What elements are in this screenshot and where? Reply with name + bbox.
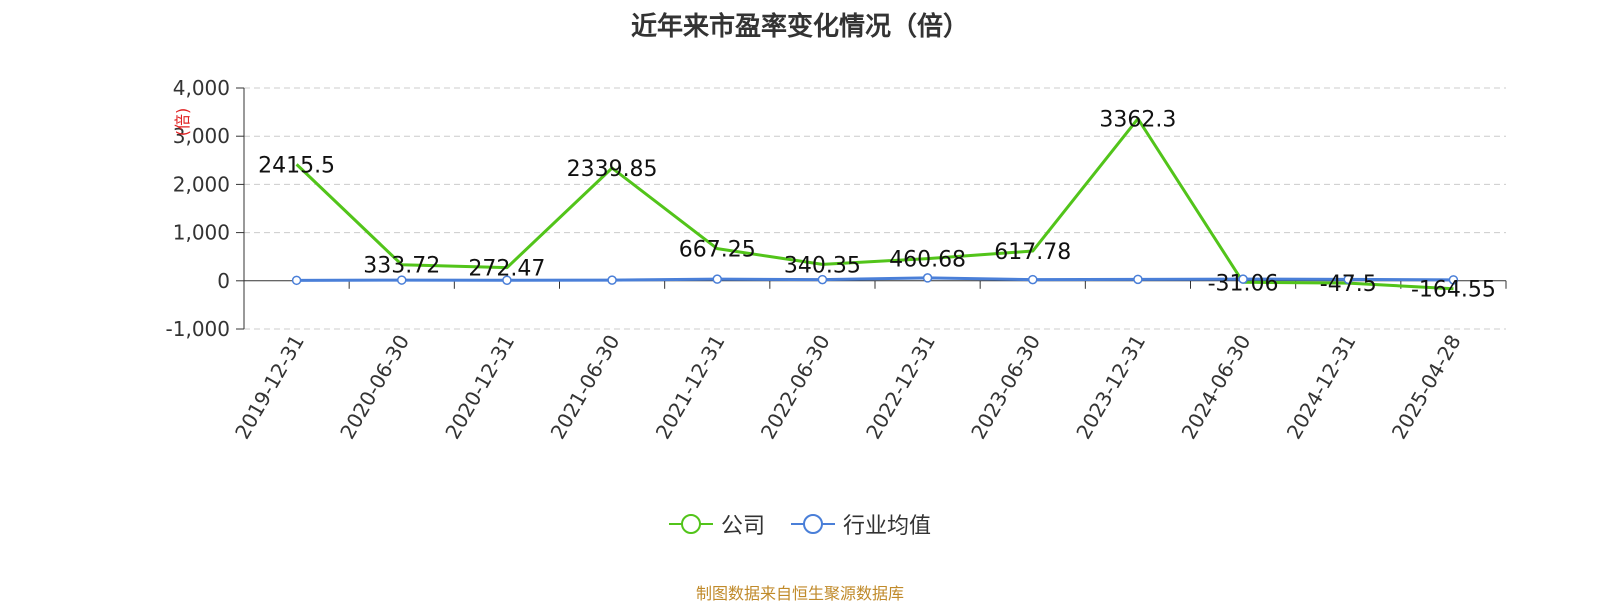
y-tick-label: 0 [217, 269, 230, 293]
x-tick-label: 2024-06-30 [1177, 331, 1256, 444]
series-line-industry-average [296, 276, 1454, 282]
y-axis-label: (倍) [173, 108, 192, 137]
series-point-industry-average [607, 275, 617, 285]
chart-title: 近年来市盈率变化情况（倍） [630, 12, 969, 42]
data-label: 2415.5 [258, 153, 335, 178]
x-tick-label: 2022-06-30 [756, 331, 835, 444]
x-tick-label: 2025-04-28 [1387, 331, 1466, 444]
data-label: 460.68 [889, 248, 966, 273]
series-point-industry-average [502, 275, 512, 285]
grid-lines [244, 87, 1506, 330]
legend-label-company: 公司 [720, 514, 765, 539]
x-tick-label: 2024-12-31 [1282, 331, 1361, 444]
data-label: 667.25 [679, 238, 756, 263]
x-tick-label: 2023-06-30 [966, 331, 1045, 444]
series-point-industry-average [817, 274, 828, 285]
data-label: 617.78 [994, 240, 1071, 265]
x-tick-label: 2022-12-31 [861, 330, 940, 443]
x-tick-label: 2019-12-31 [230, 331, 309, 444]
series-point-industry-average [397, 275, 407, 285]
series-line-company [295, 117, 1454, 291]
data-label: 2339.85 [567, 157, 658, 182]
y-tick-label: 3,000 [173, 124, 230, 148]
y-tick-label: 4,000 [173, 76, 230, 100]
data-label: -47.5 [1320, 272, 1377, 297]
data-label: 340.35 [784, 253, 861, 278]
data-labels: 2415.5 333.72 272.47 2339.85 667.25 340.35 460… [258, 108, 1496, 303]
legend-marker-company [668, 514, 713, 534]
x-tick-label: 2020-06-30 [335, 331, 414, 444]
data-label: -164.55 [1411, 278, 1496, 303]
series-point-industry-average [1133, 274, 1143, 285]
series-point-industry-average [1448, 275, 1459, 285]
x-tick-label: 2021-12-31 [651, 331, 730, 444]
y-tick-label: 2,000 [173, 172, 230, 196]
legend-marker-industry-average [791, 514, 835, 534]
series-point-industry-average [1238, 274, 1248, 284]
series-point-industry-average [1343, 274, 1353, 285]
x-tick-label: 2020-12-31 [440, 331, 519, 444]
series-lines [291, 117, 1459, 291]
x-tick-label: 2021-06-30 [546, 331, 625, 444]
legend-item-company[interactable]: 公司 [668, 508, 765, 540]
series-point-industry-average [922, 273, 933, 283]
data-label: 333.72 [363, 254, 440, 279]
data-label: 3362.3 [1099, 108, 1176, 133]
data-label: 272.47 [468, 257, 545, 282]
y-tick-label: 1,000 [173, 221, 230, 245]
series-point-industry-average [291, 275, 302, 286]
legend: 公司 行业均值 [0, 508, 1600, 540]
legend-label-industry-average: 行业均值 [843, 514, 932, 539]
legend-item-industry-average[interactable]: 行业均值 [791, 508, 931, 540]
series-point-industry-average [712, 274, 722, 284]
data-label: -31.06 [1208, 271, 1279, 296]
series-point-industry-average [1028, 274, 1038, 285]
x-tick-label: 2023-12-31 [1071, 331, 1150, 444]
y-tick-label: -1,000 [166, 317, 230, 341]
data-source-note: 制图数据来自恒生聚源数据库 [695, 584, 904, 603]
